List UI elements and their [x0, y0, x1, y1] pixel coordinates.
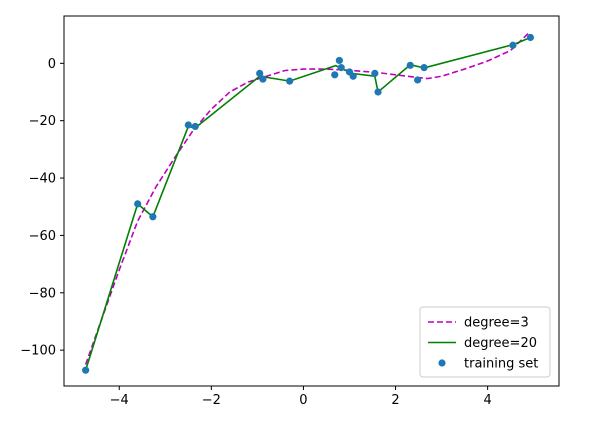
data-point-training-set-5 [256, 69, 264, 77]
axes-layer: −4 −2 0 2 40−20−40−60−80−100 [20, 15, 560, 408]
x-tick-label: −4 [110, 393, 129, 408]
data-point-training-set-14 [374, 88, 382, 96]
data-point-training-set-15 [406, 61, 414, 69]
data-point-training-set-19 [526, 33, 535, 42]
y-tick-label: −60 [29, 229, 56, 244]
axes-frame [63, 15, 560, 387]
legend-item-degree-20: degree=20 [428, 336, 537, 351]
legend-layer: degree=3 degree=20 training set [419, 306, 551, 378]
series-points-training-set [82, 33, 535, 374]
x-tick-label: 0 [299, 393, 307, 408]
data-point-training-set-1 [134, 200, 142, 208]
legend-marker-dot [438, 359, 446, 367]
data-point-training-set-2 [149, 213, 157, 221]
data-point-training-set-18 [509, 41, 517, 49]
data-point-training-set-12 [349, 72, 357, 80]
legend: degree=3 degree=20 training set [419, 306, 551, 378]
x-tick-label: −2 [202, 393, 221, 408]
y-tick-label: −80 [29, 286, 56, 301]
data-point-training-set-8 [331, 71, 339, 79]
x-tick-label: 4 [483, 393, 491, 408]
data-point-training-set-17 [420, 64, 428, 72]
data-point-training-set-9 [335, 56, 343, 65]
y-tick-label: 0 [48, 57, 56, 72]
y-tick-label: −100 [20, 344, 56, 359]
legend-item-degree-3: degree=3 [428, 316, 529, 331]
data-point-training-set-4 [191, 122, 199, 131]
x-axis: −4 −2 0 2 4 [110, 386, 492, 408]
series-line-degree-20 [84, 36, 531, 371]
data-point-training-set-3 [184, 121, 192, 129]
legend-box [419, 306, 551, 378]
legend-label: degree=20 [464, 336, 537, 351]
data-point-training-set-10 [337, 64, 345, 72]
y-tick-label: −20 [29, 114, 56, 129]
legend-label: training set [464, 357, 538, 372]
x-tick-label: 2 [391, 393, 399, 408]
data-point-training-set-13 [371, 69, 379, 77]
series-line-degree-3 [84, 31, 531, 365]
data-point-training-set-16 [414, 76, 422, 84]
data-point-training-set-6 [259, 75, 267, 83]
legend-item-training-set: training set [438, 357, 538, 372]
data-point-training-set-7 [286, 77, 294, 85]
y-tick-label: −40 [29, 172, 56, 187]
y-axis: 0 −20 −40 −60 −80 −100 [20, 57, 64, 359]
data-point-training-set-0 [82, 366, 90, 374]
legend-label: degree=3 [464, 316, 529, 331]
series-layer [82, 31, 535, 374]
